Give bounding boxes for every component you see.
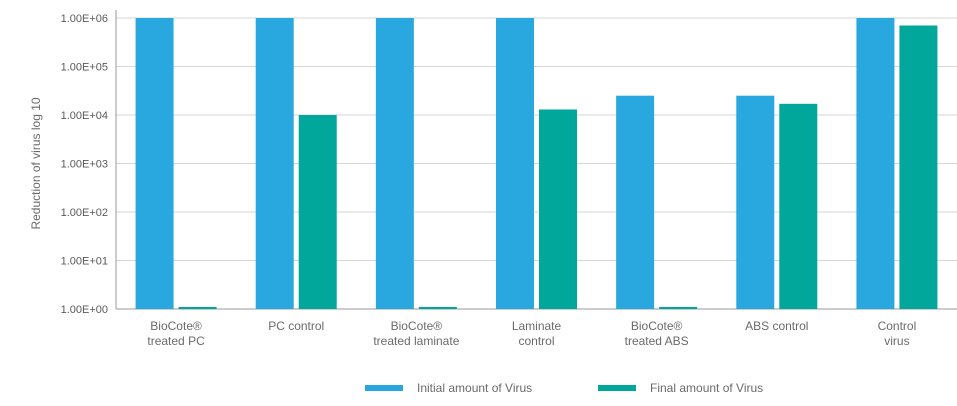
y-tick-label: 1.00E+01 — [61, 256, 108, 268]
y-axis-title: Reduction of virus log 10 — [29, 97, 43, 229]
bar-initial — [736, 95, 775, 309]
bar-final — [298, 115, 337, 309]
x-category-label: virus — [884, 334, 909, 348]
x-category-label: treated PC — [147, 334, 205, 348]
y-tick-label: 1.00E+00 — [61, 304, 108, 316]
bar-final — [779, 103, 818, 309]
bar-initial — [135, 18, 174, 309]
bar-initial — [375, 18, 414, 309]
x-category-label: BioCote® — [150, 319, 202, 333]
bar-final — [418, 307, 457, 309]
bar-initial — [616, 95, 655, 309]
x-category-label: BioCote® — [391, 319, 443, 333]
bar-initial — [496, 18, 534, 309]
x-category-label: treated laminate — [373, 334, 459, 348]
legend-swatch — [365, 385, 403, 391]
bar-final — [899, 25, 938, 309]
y-tick-label: 1.00E+05 — [61, 62, 108, 74]
bar-initial — [856, 18, 895, 309]
x-category-label: BioCote® — [631, 319, 683, 333]
y-tick-label: 1.00E+06 — [61, 13, 108, 25]
x-category-label: control — [518, 334, 554, 348]
x-category-label: Control — [878, 319, 917, 333]
bar-final — [178, 307, 217, 309]
bar-initial — [255, 18, 294, 309]
legend-label: Final amount of Virus — [650, 381, 763, 395]
y-tick-label: 1.00E+03 — [61, 159, 108, 171]
y-tick-label: 1.00E+02 — [61, 207, 108, 219]
x-category-label: ABS control — [745, 319, 808, 333]
bar-final — [659, 307, 698, 309]
y-tick-label: 1.00E+04 — [61, 110, 108, 122]
x-category-label: PC control — [268, 319, 324, 333]
bar-final — [539, 109, 577, 309]
x-category-label: Laminate — [512, 319, 562, 333]
legend-swatch — [598, 385, 636, 391]
legend-label: Initial amount of Virus — [417, 381, 532, 395]
x-category-label: treated ABS — [625, 334, 689, 348]
